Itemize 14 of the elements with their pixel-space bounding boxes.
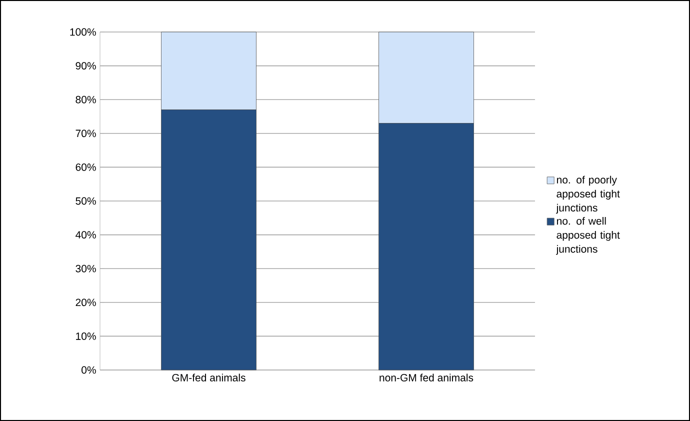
y-tick-label: 90%	[76, 62, 96, 70]
y-tick-label: 40%	[76, 231, 96, 239]
y-tick-label: 20%	[76, 298, 96, 306]
y-tick-label: 60%	[76, 163, 96, 171]
y-tick-label: 80%	[76, 96, 96, 104]
y-tick-label: 50%	[76, 197, 96, 205]
y-tick-label: 0%	[82, 366, 96, 374]
y-tick-label: 30%	[76, 264, 96, 272]
y-tick-label: 70%	[76, 130, 96, 138]
x-tick-label: GM-fed animals	[172, 374, 246, 382]
legend-label: no. of well apposed tight junctions	[556, 217, 620, 255]
y-tick-label: 10%	[76, 332, 96, 340]
x-tick-label: non-GM fed animals	[380, 374, 474, 382]
y-tick-label: 100%	[70, 28, 96, 36]
